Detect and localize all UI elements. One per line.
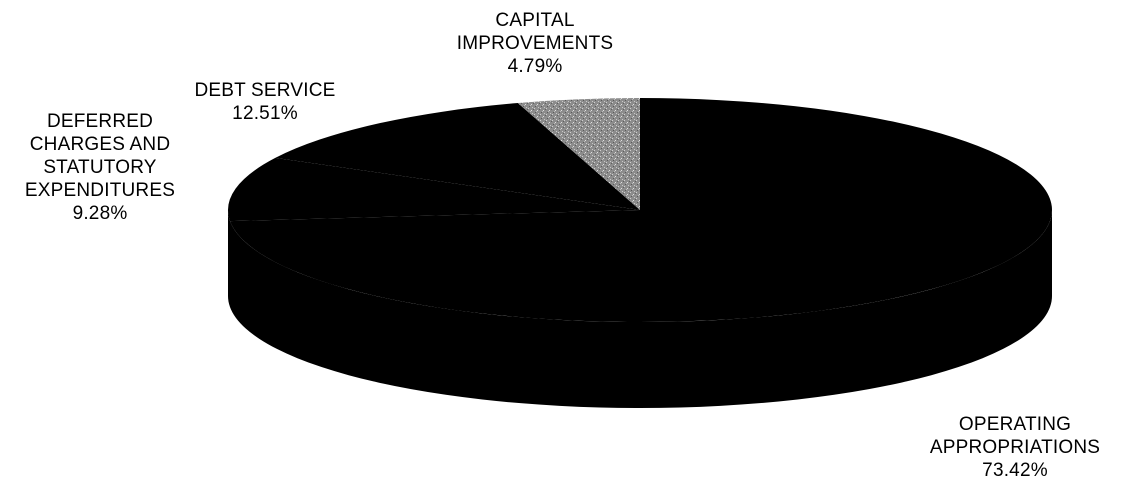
pie-slice-deferred-charges-and-statutory-expenditures: [227, 157, 640, 222]
label-capital-improvements: CAPITAL IMPROVEMENTS 4.79%: [415, 9, 655, 78]
label-capital-line1: CAPITAL: [495, 10, 575, 31]
label-debt-line1: DEBT SERVICE: [194, 80, 336, 101]
label-operating-line2: APPROPRIATIONS: [929, 437, 1101, 458]
label-operating-pct: 73.42%: [982, 460, 1048, 481]
pie-side: [228, 210, 1052, 408]
label-deferred-line2: CHARGES AND: [29, 134, 171, 155]
pie-slice-capital-improvements: [517, 98, 640, 210]
label-operating-line1: OPERATING: [958, 414, 1072, 435]
label-deferred-charges: DEFERRED CHARGES AND STATUTORY EXPENDITU…: [0, 110, 200, 225]
label-capital-pct: 4.79%: [507, 56, 563, 77]
pie-group: [227, 98, 1053, 408]
label-debt-pct: 12.51%: [232, 103, 298, 124]
pie-slice-debt-service: [275, 103, 640, 210]
label-deferred-line4: EXPENDITURES: [24, 180, 176, 201]
label-debt-service: DEBT SERVICE 12.51%: [170, 79, 360, 125]
label-capital-line2: IMPROVEMENTS: [456, 33, 614, 54]
label-operating-appropriations: OPERATING APPROPRIATIONS 73.42%: [900, 413, 1130, 482]
label-deferred-line1: DEFERRED: [46, 111, 154, 132]
pie-slice-operating-appropriations: [230, 98, 1053, 322]
label-deferred-pct: 9.28%: [72, 203, 128, 224]
label-deferred-line3: STATUTORY: [43, 157, 157, 178]
